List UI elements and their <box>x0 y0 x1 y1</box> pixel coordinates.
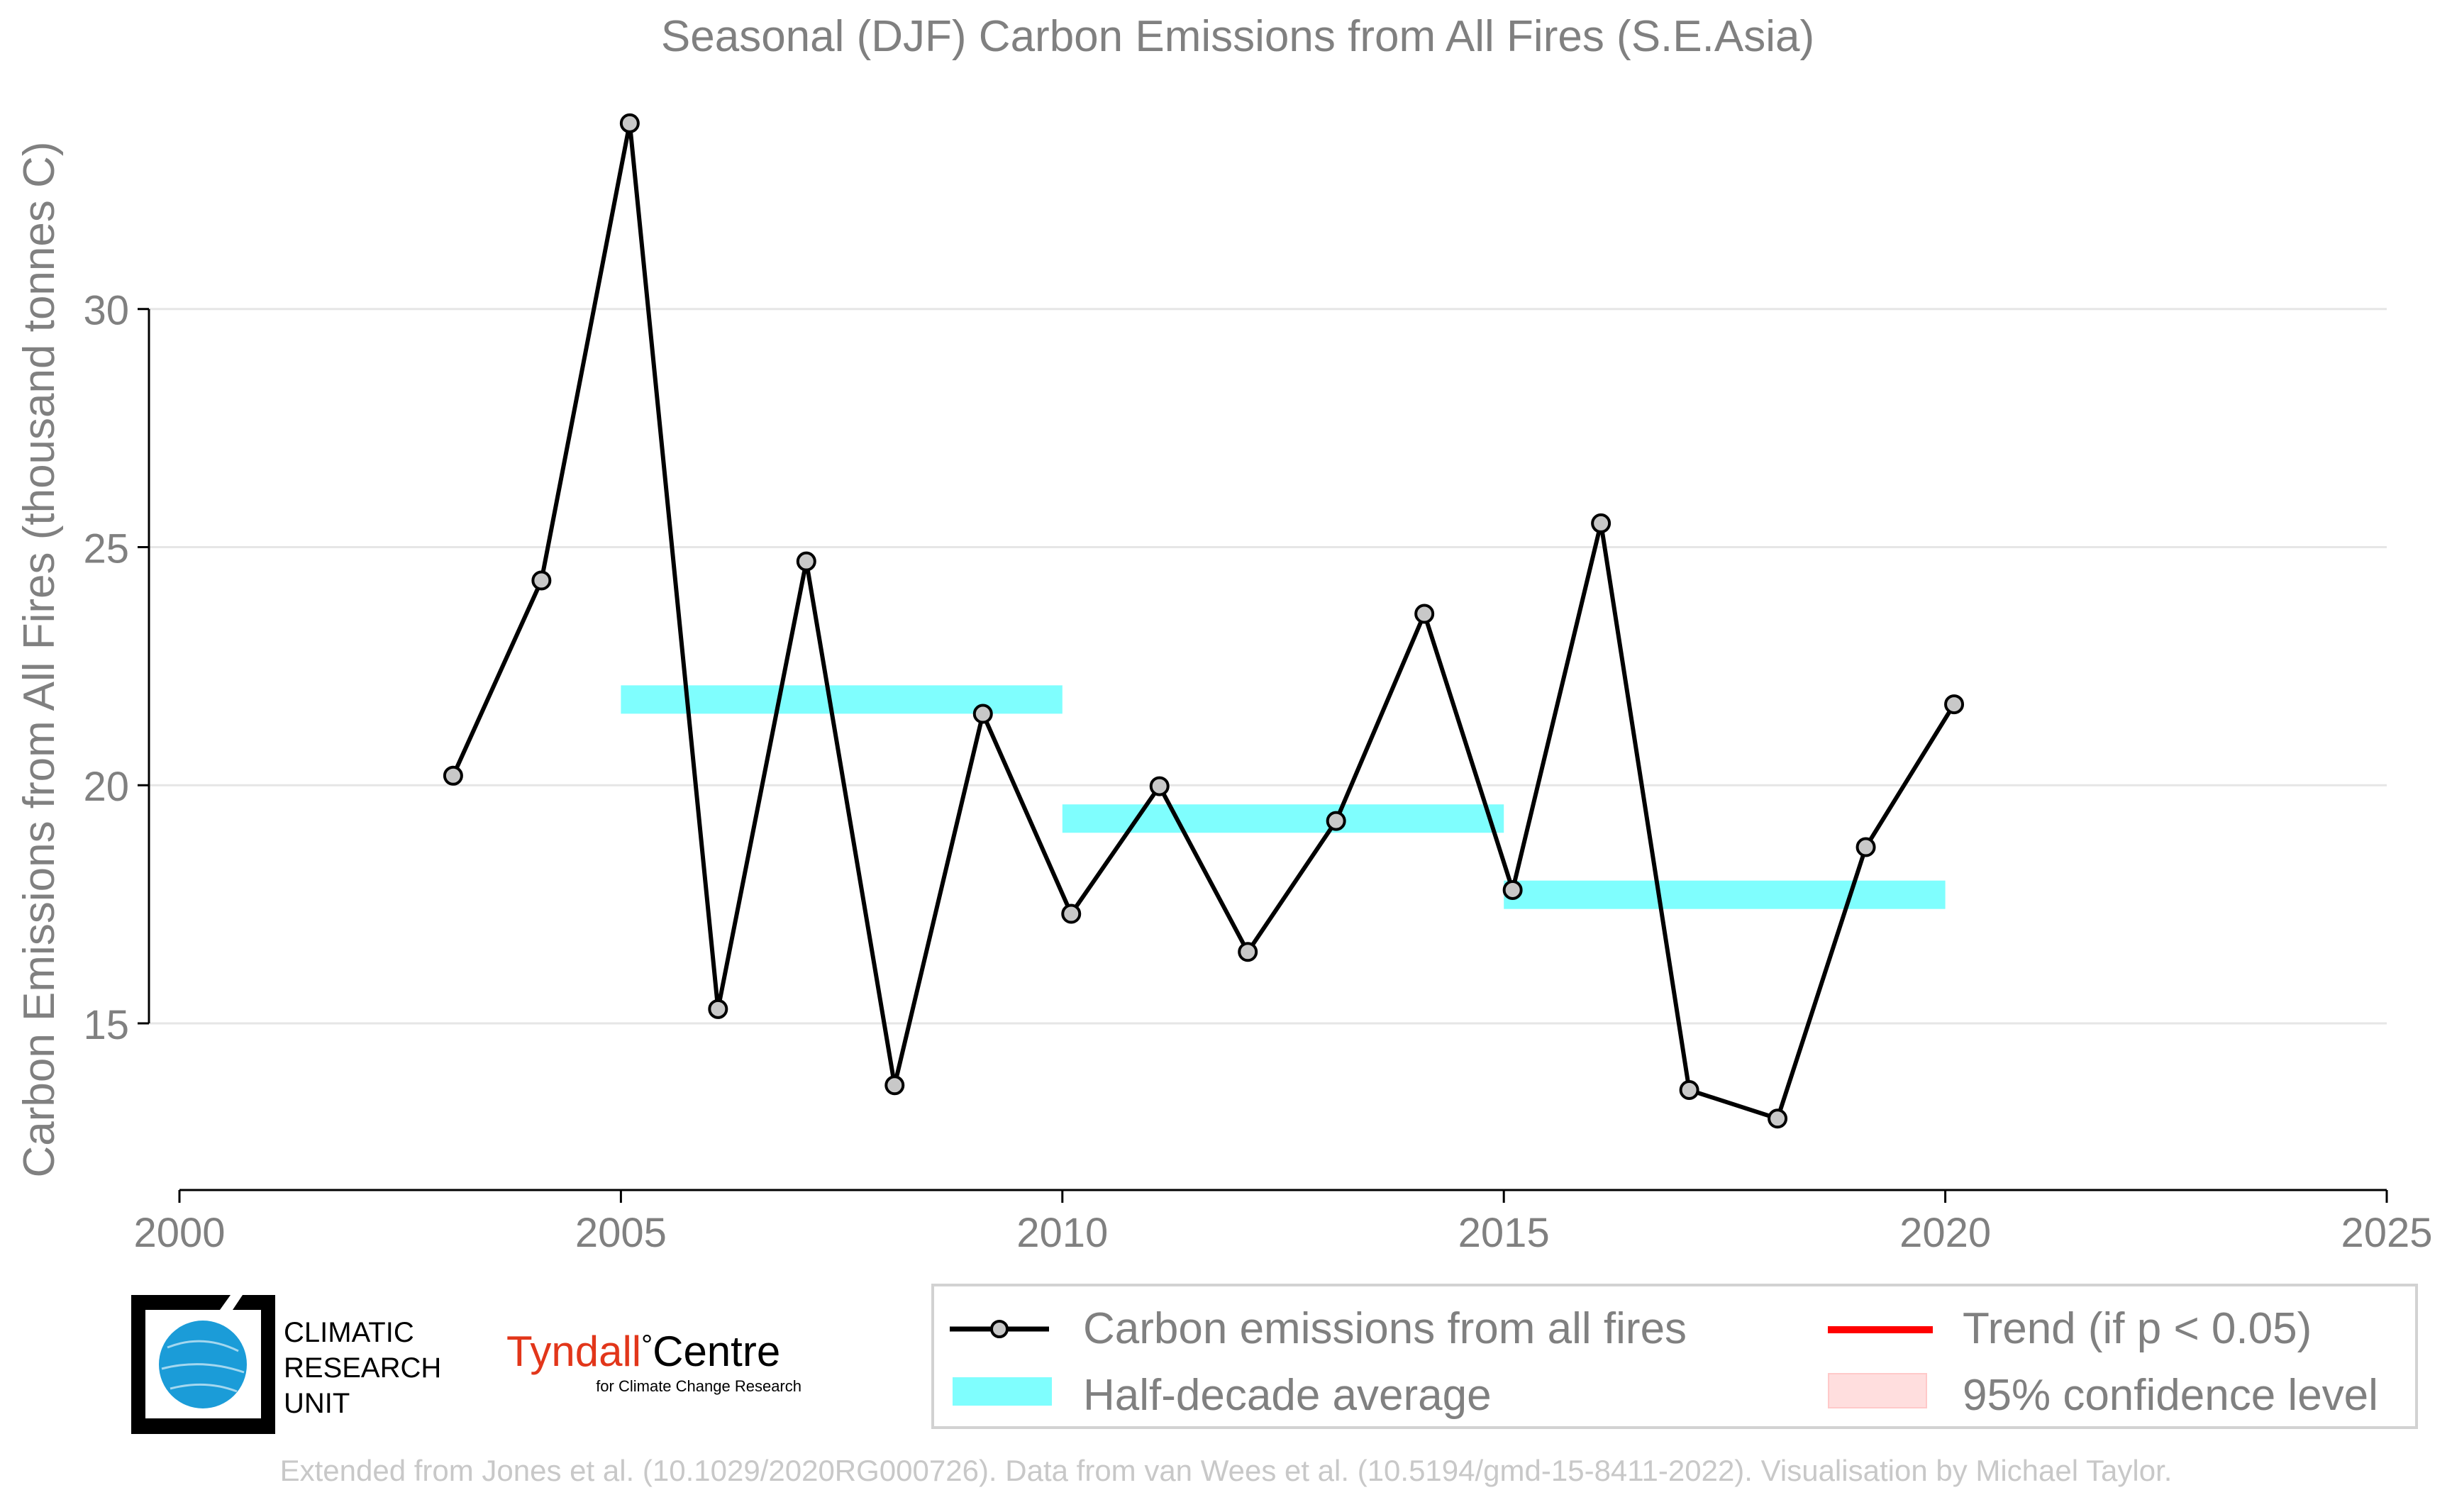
series-layer <box>443 113 1965 1129</box>
tyndall-logo: Tyndall°Centre for Climate Change Resear… <box>506 1328 801 1395</box>
legend-label-series: Carbon emissions from all fires <box>1083 1304 1687 1353</box>
legend-swatch-average <box>953 1377 1052 1406</box>
footnote: Extended from Jones et al. (10.1029/2020… <box>279 1454 2173 1487</box>
data-point <box>1149 776 1170 796</box>
cru-frame-right-icon <box>174 1295 275 1434</box>
data-point <box>1855 837 1876 857</box>
tyndall-subtitle: for Climate Change Research <box>596 1377 801 1395</box>
chart-title: Seasonal (DJF) Carbon Emissions from All… <box>661 12 1814 61</box>
cru-frame-icon <box>131 1295 231 1434</box>
half-decade-averages <box>621 685 1946 909</box>
series-line <box>451 121 1956 1121</box>
tyndall-degree: ° <box>641 1330 653 1361</box>
data-point <box>1944 694 1965 715</box>
y-axis-label: Carbon Emissions from All Fires (thousan… <box>15 141 64 1177</box>
legend-label-confidence: 95% confidence level <box>1963 1371 2378 1420</box>
legend-swatch-confidence <box>1828 1373 1927 1408</box>
x-tick-label: 2005 <box>575 1210 667 1256</box>
legend-label-trend: Trend (if p < 0.05) <box>1963 1304 2312 1353</box>
y-tick-label: 15 <box>83 1002 129 1048</box>
x-tick-label: 2015 <box>1458 1210 1550 1256</box>
y-tick-label: 20 <box>83 764 129 810</box>
data-point <box>1768 1108 1788 1129</box>
legend: Carbon emissions from all fires Trend (i… <box>931 1284 2418 1429</box>
data-point <box>1414 604 1435 624</box>
half-decade-bar <box>1504 880 1946 909</box>
data-point <box>619 113 640 133</box>
data-point <box>531 570 552 591</box>
x-tick-label: 2020 <box>1899 1210 1991 1256</box>
data-point <box>884 1075 905 1096</box>
x-tick-label: 2000 <box>133 1210 225 1256</box>
data-point <box>443 765 463 786</box>
data-point <box>1679 1079 1699 1100</box>
cru-line-2: RESEARCH <box>284 1352 441 1384</box>
x-tick-label: 2025 <box>2341 1210 2432 1256</box>
data-point <box>1326 811 1346 831</box>
cru-line-3: UNIT <box>284 1388 350 1419</box>
legend-label-average: Half-decade average <box>1083 1371 1492 1420</box>
svg-text:Tyndall°Centre: Tyndall°Centre <box>506 1328 780 1375</box>
y-tick-label: 25 <box>83 526 129 572</box>
cru-line-1: CLIMATIC <box>284 1317 414 1348</box>
data-point <box>1502 879 1523 900</box>
data-point <box>1061 904 1082 924</box>
legend-swatch-series <box>950 1320 1049 1338</box>
data-point <box>796 551 816 572</box>
data-point <box>1591 513 1611 533</box>
gridlines <box>149 308 2387 1025</box>
tyndall-name: Tyndall <box>506 1328 641 1375</box>
data-point <box>972 704 993 724</box>
legend-swatch-trend <box>1828 1326 1933 1333</box>
x-tick-label: 2010 <box>1016 1210 1108 1256</box>
data-point <box>708 999 728 1019</box>
data-point <box>1238 942 1258 962</box>
cru-logo: CLIMATIC RESEARCH UNIT <box>131 1295 441 1434</box>
cru-globe-lines-icon <box>161 1340 245 1393</box>
y-tick-label: 30 <box>83 288 129 334</box>
tyndall-centre: Centre <box>653 1328 780 1375</box>
